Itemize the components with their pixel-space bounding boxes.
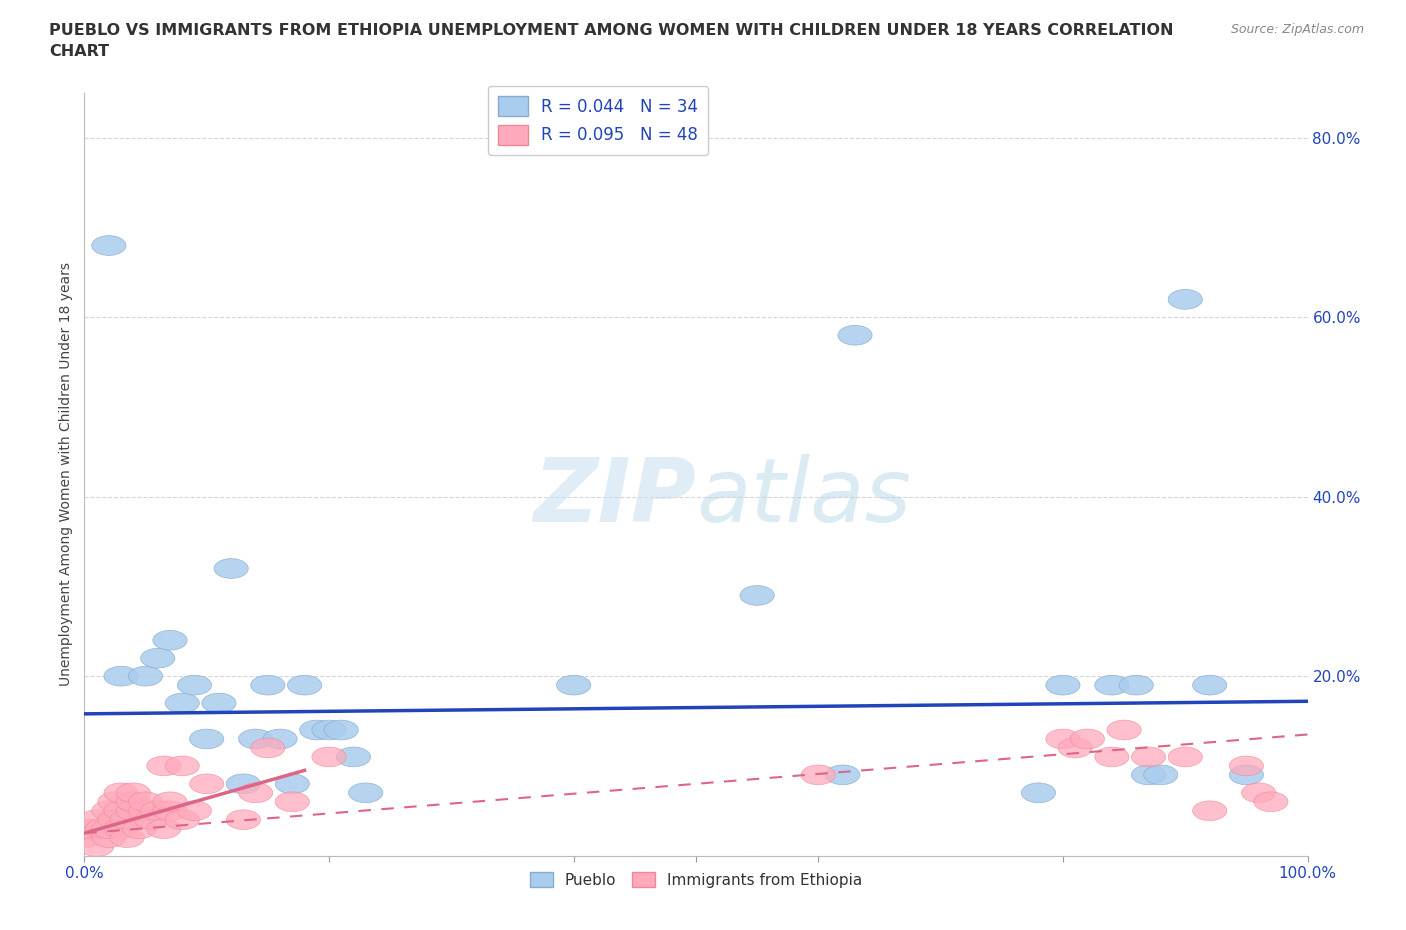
Text: Source: ZipAtlas.com: Source: ZipAtlas.com <box>1230 23 1364 36</box>
Text: ZIP: ZIP <box>533 454 696 540</box>
Text: CHART: CHART <box>49 44 110 59</box>
Y-axis label: Unemployment Among Women with Children Under 18 years: Unemployment Among Women with Children U… <box>59 262 73 686</box>
Text: atlas: atlas <box>696 454 911 540</box>
Legend: Pueblo, Immigrants from Ethiopia: Pueblo, Immigrants from Ethiopia <box>523 866 869 894</box>
Text: PUEBLO VS IMMIGRANTS FROM ETHIOPIA UNEMPLOYMENT AMONG WOMEN WITH CHILDREN UNDER : PUEBLO VS IMMIGRANTS FROM ETHIOPIA UNEMP… <box>49 23 1174 38</box>
